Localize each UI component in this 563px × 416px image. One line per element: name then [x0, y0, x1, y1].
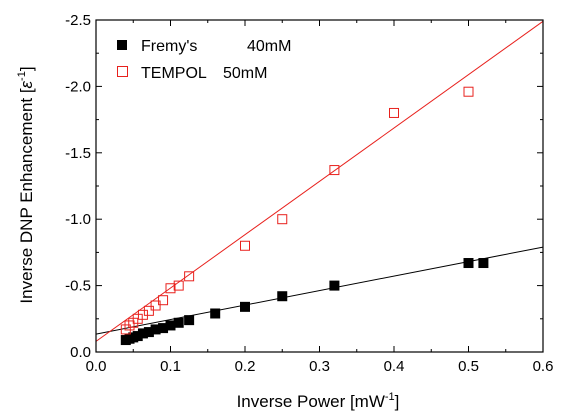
data-point-tempol	[329, 165, 340, 176]
data-point-fremys	[165, 320, 176, 331]
data-point-tempol	[463, 86, 474, 97]
legend-entry-tempol: TEMPOL 50mM	[117, 65, 267, 82]
legend-marker-tempol	[117, 66, 128, 77]
data-point-fremys	[132, 331, 143, 342]
data-point-fremys	[463, 258, 474, 269]
legend-label-tempol: TEMPOL	[141, 65, 207, 82]
x-tick-label: 0.3	[309, 358, 330, 375]
y-tick-label: -2.5	[65, 12, 91, 29]
data-point-fremys	[478, 258, 489, 269]
data-point-tempol	[184, 271, 195, 282]
data-point-tempol	[165, 283, 176, 294]
data-point-tempol	[277, 214, 288, 225]
data-point-tempol	[132, 313, 143, 324]
y-tick-label: -1.5	[65, 145, 91, 162]
y-tick-label: 0.0	[70, 344, 91, 361]
data-point-fremys	[240, 301, 250, 312]
x-tick-label: 0.5	[458, 358, 479, 375]
y-tick-label: -2.0	[65, 78, 91, 95]
data-point-tempol	[120, 324, 131, 335]
x-tick-label: 0.6	[533, 358, 554, 375]
data-point-fremys	[158, 323, 169, 334]
legend-concentration-fremys: 40mM	[247, 38, 291, 55]
legend-concentration-tempol: 50mM	[223, 65, 267, 82]
data-point-fremys	[143, 327, 154, 338]
data-point-tempol	[173, 280, 184, 291]
y-tick-label: -1.0	[65, 211, 91, 228]
data-point-fremys	[173, 317, 184, 328]
data-point-fremys	[150, 324, 161, 335]
data-point-tempol	[389, 107, 399, 118]
x-tick-label: 0.1	[160, 358, 181, 375]
data-point-tempol	[240, 240, 250, 251]
y-tick-label: -0.5	[65, 278, 91, 295]
x-axis-title: Inverse Power [mW-1]	[237, 391, 400, 411]
y-axis-title: Inverse DNP Enhancement [ε-1]	[16, 66, 36, 303]
data-point-tempol	[150, 300, 161, 311]
axis-ticks: 0.0 0.1 0.2 0.3 0.4 0.5 0.6 0.0 -0.5 -1.0 -1.5 -2.0…	[65, 12, 553, 375]
x-tick-label: 0.2	[235, 358, 256, 375]
legend-marker-fremys	[117, 40, 127, 50]
legend: Fremy's 40mM TEMPOL 50mM	[117, 38, 291, 82]
data-point-tempol	[158, 295, 169, 306]
legend-label-fremys: Fremy's	[141, 38, 197, 55]
data-point-tempol	[137, 309, 148, 320]
plot-area	[95, 20, 544, 346]
x-tick-label: 0.4	[384, 358, 405, 375]
data-point-fremys	[137, 328, 148, 339]
data-point-fremys	[277, 291, 288, 302]
data-point-tempol	[143, 305, 154, 316]
legend-entry-fremys: Fremy's 40mM	[117, 38, 291, 55]
data-point-fremys	[210, 308, 221, 319]
data-point-fremys	[329, 280, 340, 291]
data-point-tempol	[124, 320, 135, 331]
x-tick-label: 0.0	[86, 358, 107, 375]
fit-line-fremys	[95, 246, 544, 335]
fit-line-tempol	[95, 20, 544, 342]
data-point-fremys	[184, 315, 195, 326]
